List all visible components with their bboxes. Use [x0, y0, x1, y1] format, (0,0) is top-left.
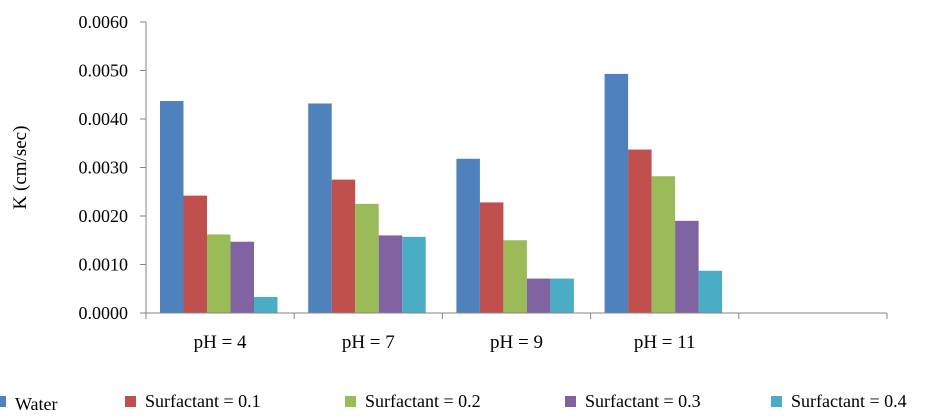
y-tick-label: 0.0020 [79, 206, 129, 226]
bar-4-1 [402, 236, 426, 313]
bar-3-2 [526, 278, 551, 313]
x-category-label: pH = 11 [634, 332, 696, 353]
x-categories-group: pH = 4 pH = 7 pH = 9 pH = 11 [194, 332, 696, 353]
x-category-label: pH = 7 [342, 332, 395, 353]
y-axis-title: K (cm/sec) [10, 126, 31, 210]
bars-group [160, 73, 723, 314]
bar-1-3 [628, 149, 652, 313]
legend-label-2: Surfactant = 0.2 [365, 391, 481, 411]
y-tick-label: 0.0060 [79, 12, 129, 32]
legend-label-4: Surfactant = 0.4 [791, 391, 907, 411]
bar-0-1 [308, 103, 332, 313]
legend-swatch-0 [0, 396, 6, 407]
y-tick-label: 0.0000 [79, 303, 129, 323]
legend-swatch-3 [565, 396, 576, 407]
bar-4-3 [698, 270, 723, 313]
bar-0-3 [604, 73, 629, 314]
bar-0-2 [456, 158, 480, 313]
legend-swatch-2 [345, 396, 356, 407]
y-tick-label: 0.0010 [79, 255, 129, 275]
y-tick-label: 0.0050 [79, 61, 129, 81]
bar-2-2 [503, 240, 527, 313]
bar-2-1 [355, 203, 379, 313]
legend-label-0: Water [15, 394, 58, 411]
bar-4-0 [254, 296, 278, 313]
y-ticks-group: 0.0000 0.0010 0.0020 0.0030 0.0040 0.0050 0.00… [79, 12, 146, 323]
y-tick-label: 0.0030 [79, 158, 129, 178]
y-tick-label: 0.0040 [79, 109, 129, 129]
bar-2-0 [207, 234, 231, 313]
legend-swatch-1 [125, 396, 136, 407]
bar-1-1 [331, 179, 356, 313]
bar-3-1 [378, 235, 403, 313]
bar-2-3 [651, 176, 676, 313]
legend: Water Surfactant = 0.1 Surfactant = 0.2 Sur… [0, 391, 907, 414]
bar-0-0 [160, 101, 184, 314]
bar-1-0 [183, 195, 207, 313]
bar-3-0 [230, 241, 254, 313]
legend-label-3: Surfactant = 0.3 [585, 391, 701, 411]
x-category-label: pH = 9 [490, 332, 543, 353]
legend-swatch-4 [771, 396, 782, 407]
x-category-label: pH = 4 [194, 332, 247, 353]
legend-label-1: Surfactant = 0.1 [145, 391, 261, 411]
bar-4-2 [550, 278, 574, 313]
bar-3-3 [675, 220, 699, 313]
bar-1-2 [479, 202, 504, 313]
